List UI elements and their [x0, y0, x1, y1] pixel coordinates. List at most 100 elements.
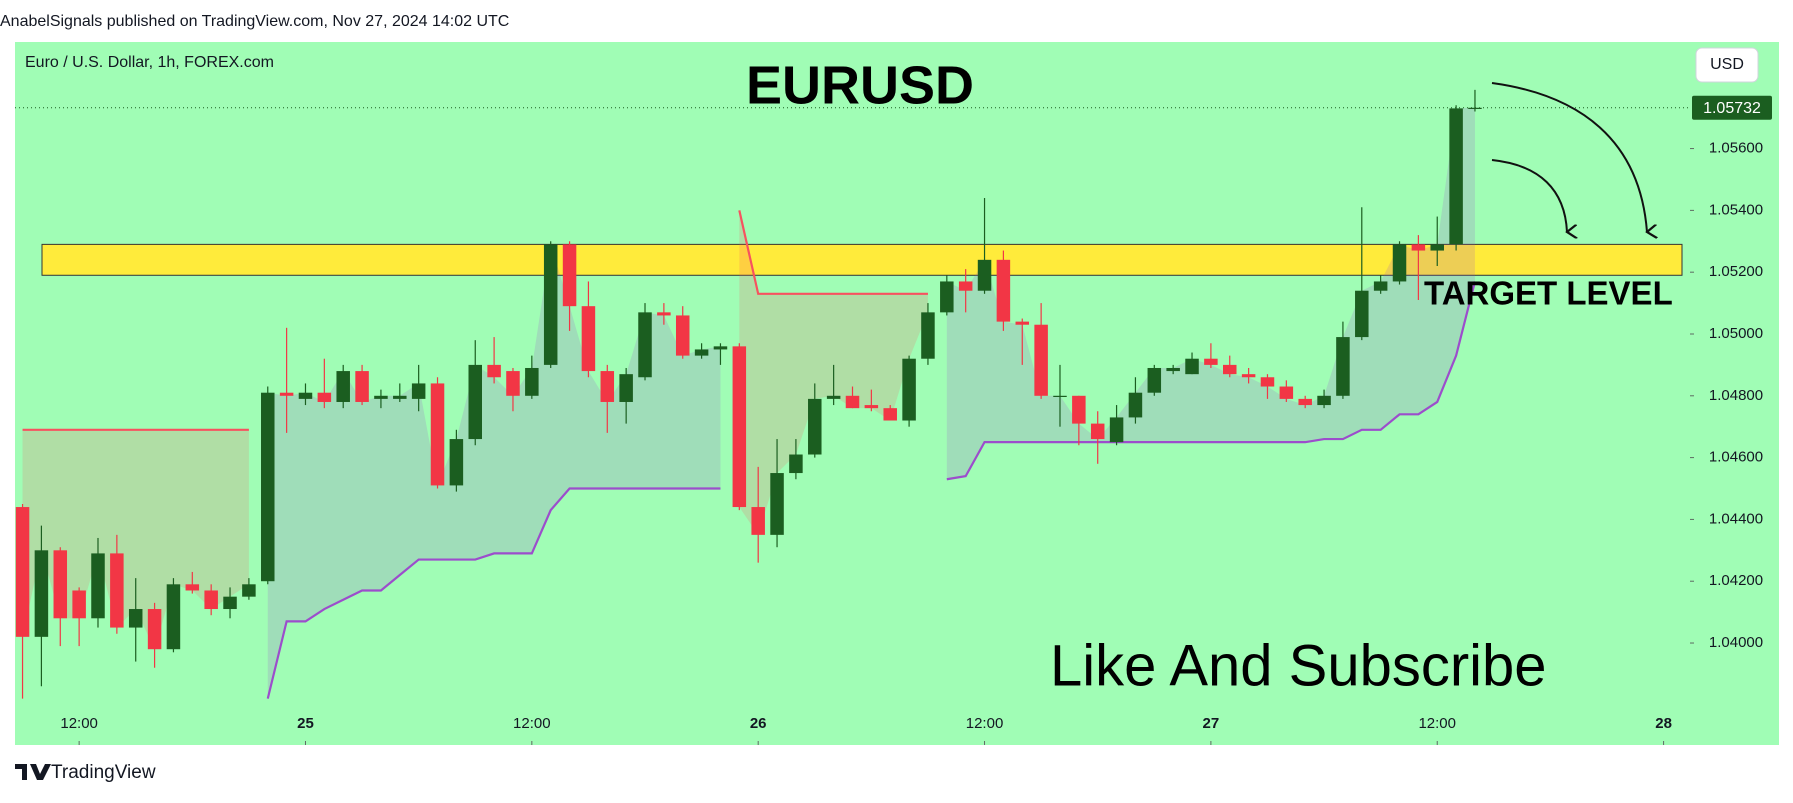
candle-body — [317, 392, 332, 402]
brand-logo — [15, 764, 51, 780]
candle-body — [996, 259, 1011, 322]
candle-body — [1015, 321, 1030, 325]
candle-body — [468, 364, 482, 440]
candle-body — [430, 383, 445, 486]
currency-button[interactable] — [1695, 47, 1759, 83]
candle-body — [694, 349, 709, 356]
chart-title: EURUSD — [746, 55, 974, 115]
candle-body — [826, 395, 841, 399]
brand: TradingView — [51, 762, 156, 783]
indicator-line — [738, 210, 928, 295]
candle-body — [525, 367, 539, 396]
candle-body — [883, 408, 897, 421]
y-tick-label: 1.04000 — [1709, 634, 1763, 651]
arrow — [1491, 159, 1567, 232]
candle-body — [1204, 358, 1218, 365]
candle-body — [374, 395, 388, 399]
candle-body — [864, 405, 879, 409]
arrow — [1491, 82, 1647, 232]
x-tick-label: 12:00 — [513, 715, 551, 732]
candle-body — [279, 392, 294, 396]
candle-body — [751, 507, 765, 535]
candle-body — [1449, 108, 1463, 245]
candle-body — [204, 590, 218, 610]
candle-body — [449, 439, 464, 486]
indicator-line — [946, 281, 1477, 481]
candle-body — [223, 596, 237, 610]
candle-body — [1072, 395, 1086, 424]
candle-body — [1223, 364, 1237, 375]
annotation: TARGET LEVEL — [1424, 275, 1673, 312]
candle-body — [675, 315, 690, 356]
candle-body — [1034, 324, 1048, 396]
candle-body — [940, 281, 954, 313]
indicator-line — [266, 487, 721, 699]
candle-body — [581, 306, 596, 372]
candle-body — [1430, 244, 1444, 251]
candle-body — [977, 259, 992, 291]
candle-body — [411, 383, 426, 399]
publisher: AnabelSignals published on TradingView.c… — [0, 13, 509, 30]
candle-body — [1336, 337, 1350, 396]
candle-body — [1241, 374, 1256, 378]
candle-body — [34, 550, 49, 637]
y-tick-label: 1.04200 — [1709, 572, 1763, 589]
candle-body — [845, 395, 860, 409]
candle-body — [487, 364, 501, 378]
x-tick-label: 27 — [1203, 715, 1220, 732]
indicator-fill — [267, 244, 721, 699]
symbol-info: Euro / U.S. Dollar, 1h, FOREX.com — [25, 54, 274, 71]
candle-body — [808, 398, 822, 455]
candle-body — [1392, 244, 1407, 282]
x-tick-label: 26 — [750, 715, 767, 732]
candle-body — [336, 371, 350, 402]
y-tick-label: 1.04800 — [1709, 387, 1763, 404]
candle-body — [15, 507, 30, 637]
candle-body — [657, 312, 671, 316]
x-tick-label: 25 — [297, 715, 314, 732]
candle-body — [147, 609, 162, 650]
candle-body — [506, 371, 520, 396]
y-tick-label: 1.05200 — [1709, 263, 1763, 280]
candle-body — [128, 609, 143, 628]
candle-body — [1468, 107, 1482, 109]
candle-body — [1317, 395, 1331, 406]
candle-body — [1147, 367, 1162, 393]
candle-body — [732, 346, 747, 508]
candle-body — [185, 584, 200, 591]
candle-body — [600, 371, 615, 402]
y-tick-label: 1.05000 — [1709, 325, 1763, 342]
candle-body — [1053, 395, 1067, 397]
candle-body — [110, 553, 124, 628]
x-tick-label: 12:00 — [966, 715, 1004, 732]
candle-body — [242, 584, 256, 597]
candle-body — [1411, 244, 1426, 251]
candle-body — [543, 244, 558, 365]
currency[interactable]: USD — [1710, 56, 1744, 73]
candle-body — [393, 395, 407, 399]
candle-body — [789, 454, 803, 474]
last-price-box — [1692, 95, 1772, 120]
y-tick-label: 1.05600 — [1709, 140, 1763, 157]
candle-body — [91, 553, 105, 619]
candle-body — [638, 312, 652, 378]
candle-body — [1090, 423, 1105, 440]
candle-body — [1166, 367, 1180, 372]
y-tick-label: 1.05400 — [1709, 201, 1763, 218]
candle-body — [261, 392, 275, 582]
candle-body — [1355, 290, 1369, 338]
annotation: Like And Subscribe — [1050, 633, 1547, 698]
plot: 1.04000 1.04200 1.04400 1.04600 1.04800 1.050… — [15, 89, 1772, 745]
candle-body — [355, 371, 369, 402]
candle-body — [1185, 358, 1199, 375]
candle-body — [1373, 281, 1388, 291]
candle-body — [958, 281, 973, 291]
candle-body — [1128, 392, 1143, 418]
candle-body — [902, 358, 916, 421]
x-tick-label: 12:00 — [60, 715, 98, 732]
candle-body — [72, 590, 86, 619]
candle-body — [921, 312, 935, 359]
y-tick-label: 1.04600 — [1709, 449, 1763, 466]
target-zone — [41, 243, 1683, 276]
